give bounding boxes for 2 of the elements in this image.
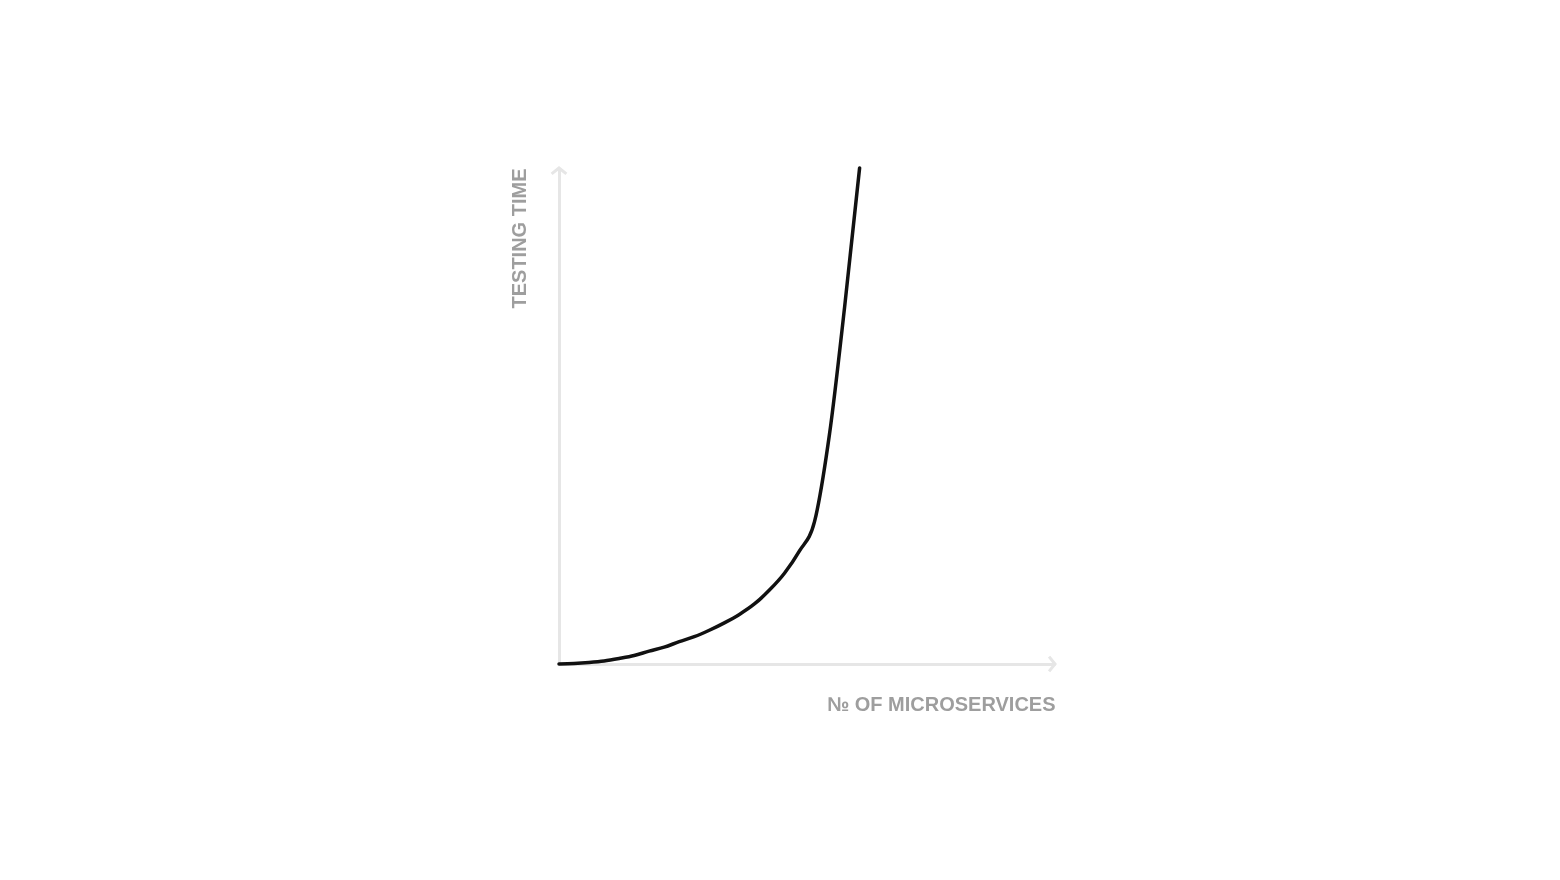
y-axis-title: TESTING TIME: [507, 168, 530, 309]
x-axis-title: № OF MICROSERVICES: [826, 692, 1056, 715]
